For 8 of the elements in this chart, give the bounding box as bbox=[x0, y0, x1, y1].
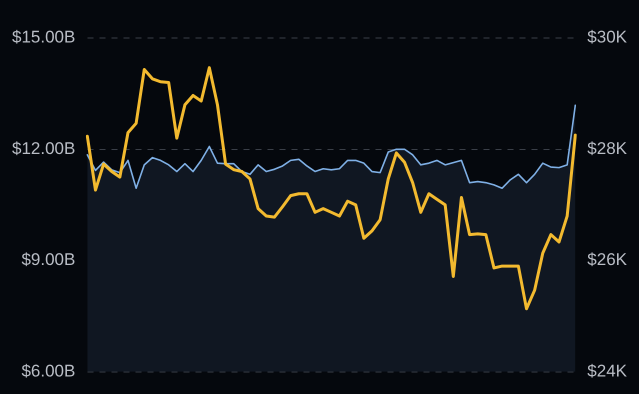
y2-tick-label: $26K bbox=[587, 250, 628, 270]
y-tick-label: $9.00B bbox=[21, 250, 76, 270]
y2-tick-label: $30K bbox=[587, 28, 628, 47]
y-tick-label: $15.00B bbox=[12, 28, 76, 47]
y2-tick-label: $28K bbox=[587, 138, 628, 158]
y-tick-label: $6.00B bbox=[21, 361, 76, 380]
y2-tick-label: $24K bbox=[587, 361, 628, 380]
y-tick-label: $12.00B bbox=[12, 138, 76, 158]
